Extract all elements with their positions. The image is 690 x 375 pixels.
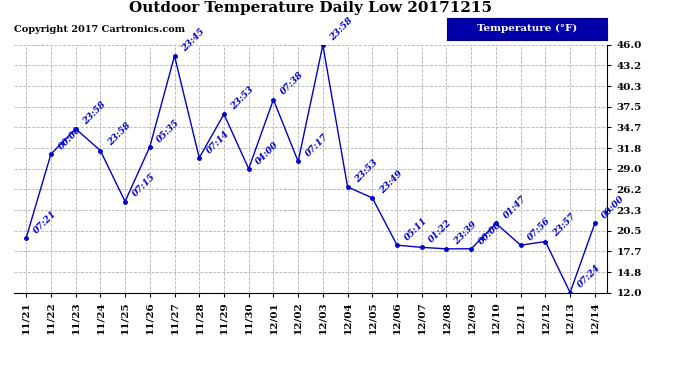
Text: 07:14: 07:14	[205, 129, 231, 155]
Text: 23:53: 23:53	[353, 158, 380, 184]
Text: 23:58: 23:58	[106, 122, 132, 148]
Title: Outdoor Temperature Daily Low 20171215: Outdoor Temperature Daily Low 20171215	[129, 1, 492, 15]
Text: 05:35: 05:35	[155, 118, 181, 144]
Text: 04:00: 04:00	[254, 140, 281, 166]
Text: 00:00: 00:00	[477, 220, 503, 246]
Text: 00:00: 00:00	[600, 194, 627, 220]
Text: 23:39: 23:39	[452, 220, 478, 246]
Text: 23:58: 23:58	[81, 99, 108, 126]
Text: 07:21: 07:21	[32, 209, 58, 235]
Text: 23:49: 23:49	[378, 169, 404, 195]
Text: 00:00: 00:00	[57, 125, 83, 152]
Text: 07:38: 07:38	[279, 70, 306, 97]
Text: 23:57: 23:57	[551, 212, 578, 239]
Text: 07:17: 07:17	[304, 132, 330, 159]
Text: 07:15: 07:15	[130, 172, 157, 199]
Text: 07:56: 07:56	[526, 216, 553, 242]
Text: 05:11: 05:11	[402, 216, 429, 242]
Text: 01:22: 01:22	[427, 218, 454, 244]
Text: 23:45: 23:45	[180, 27, 206, 53]
Text: 07:24: 07:24	[575, 263, 602, 290]
Text: 23:58: 23:58	[328, 16, 355, 42]
Text: Copyright 2017 Cartronics.com: Copyright 2017 Cartronics.com	[14, 25, 185, 34]
Text: 23:53: 23:53	[230, 85, 256, 111]
Text: 01:47: 01:47	[502, 194, 528, 220]
